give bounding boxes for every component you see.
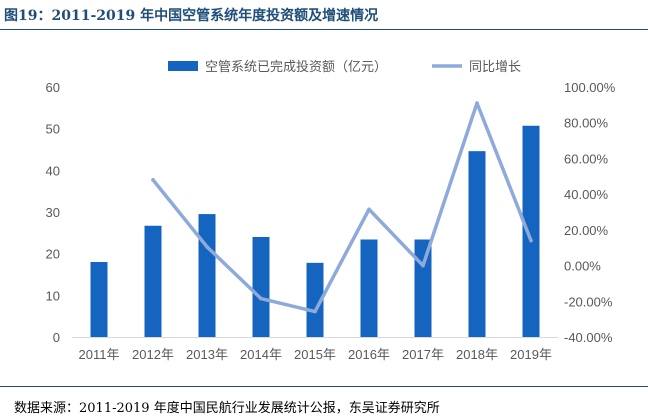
growth-point <box>475 101 479 105</box>
bar <box>144 225 162 337</box>
bar <box>252 237 270 337</box>
y-right-tick-label: -20.00% <box>564 294 613 309</box>
y-left-tick-label: 20 <box>46 247 60 262</box>
y-right-tick-label: 80.00% <box>564 116 609 131</box>
x-tick-label: 2011年 <box>79 347 120 362</box>
growth-point <box>259 296 263 301</box>
y-right-tick-label: 60.00% <box>564 151 609 166</box>
x-tick-label: 2016年 <box>348 347 390 362</box>
bar <box>306 262 324 337</box>
growth-point <box>205 245 209 249</box>
y-left-tick-label: 40 <box>46 163 60 178</box>
growth-point <box>421 263 425 268</box>
growth-point <box>529 238 533 243</box>
y-right-tick-label: 20.00% <box>564 223 609 238</box>
figure-title: 图19：2011-2019 年中国空管系统年度投资额及增速情况 <box>4 8 379 24</box>
y-left-tick-label: 50 <box>46 122 60 137</box>
y-right-tick-label: 40.00% <box>564 187 609 202</box>
bar <box>198 214 216 337</box>
legend-line-label: 同比增长 <box>469 59 521 74</box>
y-left-tick-label: 60 <box>46 80 60 95</box>
x-tick-label: 2018年 <box>456 347 498 362</box>
bar <box>360 239 378 337</box>
source-note: 数据来源：2011-2019 年度中国民航行业发展统计公报，东吴证券研究所 <box>14 401 440 416</box>
bar <box>468 151 486 337</box>
x-tick-label: 2012年 <box>132 347 174 362</box>
legend-bar-swatch <box>168 61 198 71</box>
bar <box>522 125 540 337</box>
source-bar: 数据来源：2011-2019 年度中国民航行业发展统计公报，东吴证券研究所 <box>0 386 648 418</box>
bar <box>414 239 432 337</box>
x-tick-label: 2014年 <box>240 347 282 362</box>
bar <box>90 262 108 337</box>
growth-line <box>151 101 533 314</box>
figure-title-bar: 图19：2011-2019 年中国空管系统年度投资额及增速情况 <box>0 0 648 30</box>
x-tick-label: 2015年 <box>294 347 336 362</box>
y-right-tick-label: -40.00% <box>564 330 613 345</box>
x-tick-label: 2013年 <box>186 347 228 362</box>
growth-point <box>151 178 155 182</box>
x-tick-label: 2019年 <box>510 347 552 362</box>
legend-bar-label: 空管系统已完成投资额（亿元） <box>205 59 387 74</box>
y-left-tick-label: 10 <box>46 288 60 303</box>
x-tick-label: 2017年 <box>402 347 444 362</box>
growth-point <box>313 309 317 314</box>
y-left-tick-label: 30 <box>46 205 60 220</box>
growth-point <box>367 207 371 212</box>
y-left-tick-label: 0 <box>53 330 60 345</box>
y-right-tick-label: 100.00% <box>564 80 616 95</box>
y-right-tick-label: 0.00% <box>564 259 601 274</box>
